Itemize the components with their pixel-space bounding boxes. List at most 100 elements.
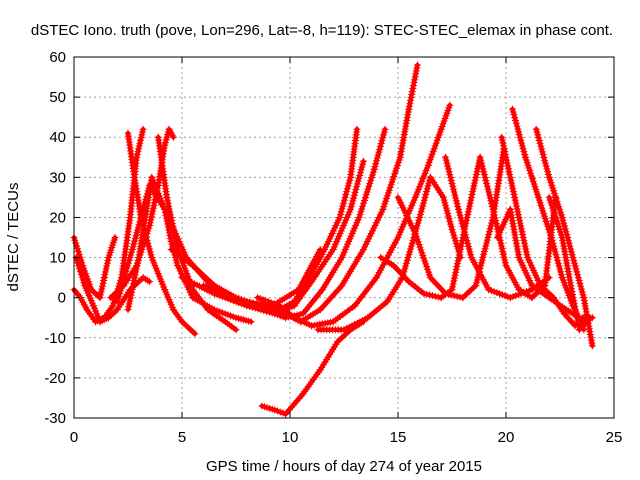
data-point [486,225,494,233]
data-point [577,285,585,293]
data-point [554,259,562,267]
series-24 [532,125,596,350]
data-point [232,326,240,334]
data-point [554,256,562,264]
data-point [343,185,351,193]
data-point [506,173,514,181]
data-point [149,204,157,212]
y-tick-label: 60 [49,49,66,66]
data-point [512,199,520,207]
data-point [478,159,486,167]
data-point [125,303,133,311]
data-point [521,239,529,247]
x-tick-label: 5 [178,429,186,446]
data-point [511,193,519,201]
data-point [443,159,451,167]
data-point [560,219,568,227]
data-point [419,202,427,210]
data-point [456,293,464,301]
data-point [145,245,153,253]
data-point [420,290,428,298]
data-point [453,292,461,300]
data-point [414,219,422,227]
data-point [576,279,584,287]
data-point [577,282,585,290]
data-point [449,283,457,291]
data-point [444,165,452,173]
data-point [425,179,433,187]
data-point [359,157,367,165]
data-point [379,131,387,139]
x-tick-label: 20 [498,429,515,446]
data-point [146,248,154,256]
data-point [453,260,461,268]
data-point [98,285,106,293]
data-point [407,245,415,253]
data-point [567,245,575,253]
data-point [103,259,111,267]
data-point [447,174,455,182]
data-point [404,254,412,262]
data-point [448,286,456,294]
data-point [456,248,464,256]
data-point [416,211,424,219]
data-point [100,276,108,284]
data-point [566,242,574,250]
data-point [504,162,512,170]
data-point [451,271,459,279]
data-point [547,234,555,241]
data-point [480,250,488,258]
data-point [125,300,133,308]
data-point [569,254,577,262]
data-point [147,251,155,259]
data-point [128,285,136,293]
data-point [336,211,344,219]
data-point [498,136,506,144]
data-point [467,193,475,201]
data-point [408,87,416,95]
data-point [409,82,417,90]
data-point [501,150,509,158]
data-point [164,199,172,207]
data-point [337,208,345,216]
data-point [456,245,464,253]
data-point [498,133,506,141]
data-point [406,99,414,107]
data-point [485,191,493,199]
data-point [480,248,488,256]
data-point [129,280,137,288]
data-point [375,148,383,156]
data-point [101,268,109,276]
data-point [407,242,415,250]
data-point [169,133,177,141]
data-point [588,314,596,322]
data-point [127,291,135,299]
data-point [485,228,493,236]
data-point [446,101,454,109]
data-point [431,292,439,300]
data-point [415,216,423,224]
data-point [450,292,458,300]
data-point [472,282,480,290]
data-point [191,330,199,338]
data-point [412,70,420,78]
data-point [573,268,581,276]
data-point [124,306,132,314]
data-point [405,251,413,259]
data-point [163,196,171,204]
data-point [442,290,450,298]
data-point [487,197,495,205]
data-point [548,236,556,244]
data-point [565,239,573,247]
data-point [442,156,450,164]
data-point [146,219,154,227]
data-point [452,194,460,202]
data-point [486,194,494,202]
data-point [341,193,349,201]
data-point [146,221,154,229]
data-point [516,219,524,227]
data-point [371,162,379,170]
data-point [516,216,524,224]
data-point [500,145,508,153]
